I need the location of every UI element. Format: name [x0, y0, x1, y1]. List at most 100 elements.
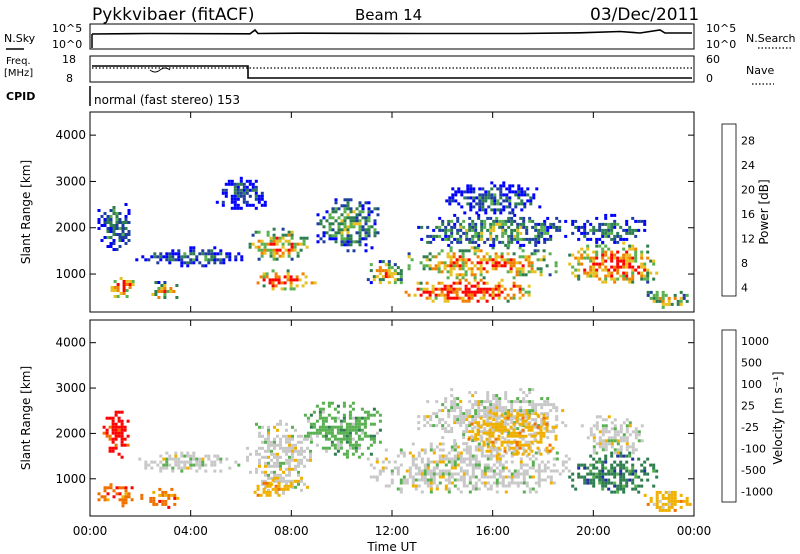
range-gate-cell — [121, 236, 125, 239]
range-gate-cell — [610, 237, 614, 241]
range-gate-cell — [477, 460, 481, 464]
range-gate-cell — [469, 205, 473, 209]
range-gate-cell — [124, 236, 128, 239]
range-gate-cell — [616, 448, 620, 452]
range-gate-cell — [622, 472, 626, 476]
range-gate-cell — [291, 467, 294, 471]
range-gate-cell — [625, 445, 629, 449]
range-gate-cell — [607, 472, 611, 476]
range-gate-cell — [465, 228, 469, 232]
range-gate-cell — [577, 262, 581, 266]
range-gate-cell — [438, 454, 442, 458]
range-gate-cell — [334, 237, 338, 241]
range-gate-cell — [440, 261, 444, 265]
range-gate-cell — [345, 440, 349, 444]
range-gate-cell — [367, 234, 371, 238]
range-gate-cell — [468, 412, 472, 416]
range-gate-cell — [474, 436, 478, 440]
range-gate-cell — [453, 439, 457, 443]
range-gate-cell — [549, 478, 553, 482]
range-gate-cell — [465, 430, 469, 434]
range-gate-cell — [487, 196, 491, 200]
range-gate-cell — [310, 281, 314, 285]
range-gate-cell — [477, 466, 481, 470]
range-gate-cell — [664, 490, 668, 494]
range-gate-cell — [487, 193, 491, 197]
range-gate-cell — [355, 240, 359, 244]
range-gate-cell — [345, 425, 349, 429]
range-gate-cell — [378, 260, 382, 264]
range-gate-cell — [120, 428, 124, 432]
range-gate-cell — [291, 437, 294, 441]
range-gate-cell — [622, 253, 626, 257]
range-gate-cell — [426, 457, 430, 461]
range-gate-cell — [601, 268, 605, 272]
range-gate-cell — [464, 278, 468, 282]
range-gate-cell — [434, 293, 438, 297]
range-gate-cell — [318, 428, 322, 432]
range-gate-cell — [476, 290, 480, 294]
range-gate-cell — [522, 448, 526, 452]
range-gate-cell — [257, 239, 261, 243]
range-gate-cell — [150, 255, 154, 259]
range-gate-cell — [438, 475, 442, 479]
range-gate-cell — [613, 234, 617, 238]
range-gate-cell — [294, 464, 297, 468]
range-gate-cell — [604, 418, 608, 422]
range-gate-cell — [537, 228, 541, 232]
range-gate-cell — [480, 451, 484, 455]
range-gate-cell — [542, 413, 546, 417]
power-cells — [97, 176, 689, 309]
range-gate-cell — [454, 199, 458, 203]
range-gate-cell — [530, 434, 534, 438]
range-gate-cell — [113, 280, 117, 283]
range-gate-cell — [522, 469, 526, 473]
range-gate-cell — [438, 448, 442, 452]
range-gate-cell — [679, 290, 683, 294]
range-gate-cell — [476, 437, 480, 441]
range-gate-cell — [387, 484, 391, 488]
range-gate-cell — [155, 502, 159, 506]
range-gate-cell — [506, 293, 510, 297]
range-gate-cell — [607, 222, 611, 226]
range-gate-cell — [363, 431, 367, 435]
range-gate-cell — [195, 255, 199, 259]
range-gate-cell — [180, 469, 184, 473]
range-gate-cell — [522, 222, 526, 226]
range-gate-cell — [441, 228, 445, 232]
range-gate-cell — [461, 264, 465, 268]
range-gate-cell — [534, 469, 538, 473]
range-gate-cell — [261, 425, 264, 429]
range-gate-cell — [577, 259, 581, 263]
range-gate-cell — [453, 213, 457, 217]
range-gate-cell — [264, 455, 267, 459]
range-gate-cell — [274, 284, 278, 288]
range-gate-cell — [450, 234, 454, 238]
range-gate-cell — [524, 443, 528, 447]
range-gate-cell — [207, 252, 211, 256]
range-gate-cell — [453, 445, 457, 449]
range-gate-cell — [294, 428, 297, 432]
range-gate-cell — [489, 400, 493, 404]
range-gate-cell — [589, 427, 593, 431]
range-gate-cell — [349, 222, 353, 226]
range-gate-cell — [428, 293, 432, 297]
range-gate-cell — [157, 290, 161, 293]
range-gate-cell — [297, 434, 300, 438]
range-gate-cell — [327, 446, 331, 450]
range-gate-cell — [616, 472, 620, 476]
range-gate-cell — [604, 430, 608, 434]
range-gate-cell — [554, 264, 558, 268]
range-gate-cell — [601, 487, 605, 491]
range-gate-cell — [237, 463, 241, 467]
range-gate-cell — [118, 218, 122, 221]
range-gate-cell — [277, 493, 281, 497]
range-gate-cell — [293, 248, 297, 252]
range-gate-cell — [546, 231, 550, 235]
range-gate-cell — [327, 431, 331, 435]
range-gate-cell — [604, 250, 608, 254]
range-gate-cell — [485, 449, 489, 453]
range-gate-cell — [655, 293, 659, 297]
range-gate-cell — [673, 490, 677, 494]
range-gate-cell — [561, 460, 565, 464]
